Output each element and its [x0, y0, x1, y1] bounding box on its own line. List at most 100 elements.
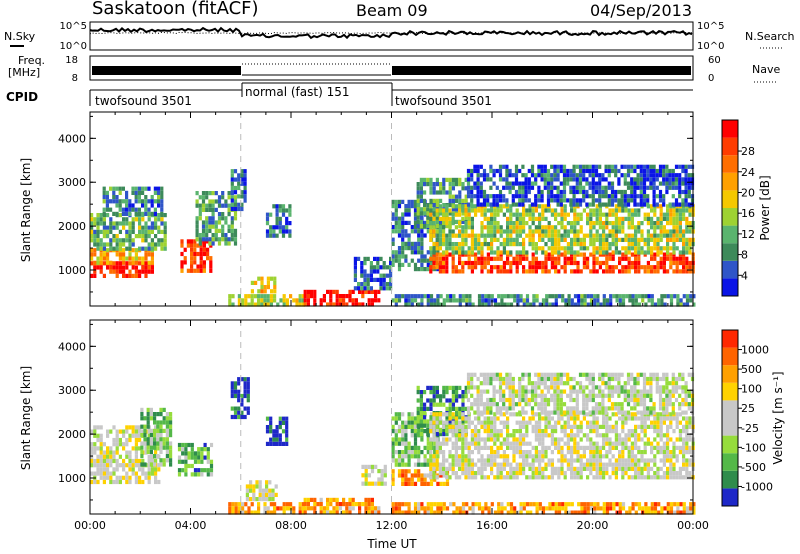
heatmap-cell [379, 256, 383, 261]
heatmap-cell [367, 302, 371, 307]
heatmap-cell [643, 265, 647, 270]
heatmap-cell [438, 208, 442, 213]
heatmap-cell [470, 173, 474, 178]
heatmap-cell [618, 229, 622, 234]
heatmap-cell [570, 256, 574, 261]
heatmap-cell [363, 282, 367, 287]
heatmap-cell [404, 233, 408, 238]
heatmap-cell [592, 212, 596, 217]
heatmap-cell [636, 173, 640, 178]
heatmap-cell [678, 420, 682, 425]
heatmap-cell [438, 416, 442, 421]
heatmap-cell [547, 221, 551, 226]
heatmap-cell [246, 377, 250, 382]
heatmap-cell [141, 246, 145, 251]
heatmap-cell [477, 433, 481, 438]
heatmap-cell [211, 199, 215, 204]
heatmap-cell [486, 372, 490, 377]
heatmap-cell [621, 462, 625, 467]
heatmap-cell [272, 433, 276, 438]
heatmap-cell [141, 429, 145, 434]
heatmap-cell [652, 189, 656, 195]
heatmap-cell [169, 412, 173, 417]
heatmap-cell [306, 302, 310, 307]
heatmap-cell [420, 241, 424, 246]
heatmap-cell [201, 237, 206, 242]
heatmap-cell [547, 458, 551, 463]
heatmap-cell [562, 198, 567, 203]
heatmap-cell [675, 412, 679, 417]
heatmap-cell [464, 260, 468, 266]
heatmap-cell [502, 466, 506, 471]
heatmap-cell [579, 424, 583, 429]
heatmap-cell [282, 502, 286, 507]
heatmap-cell [389, 286, 393, 291]
heatmap-cell [397, 229, 402, 234]
heatmap-cell [498, 168, 503, 174]
heatmap-cell [653, 454, 657, 459]
heatmap-cell [553, 185, 557, 190]
heatmap-cell [240, 169, 244, 174]
heatmap-cell [550, 194, 554, 199]
heatmap-cell [102, 221, 106, 226]
heatmap-cell [426, 473, 430, 478]
heatmap-cell [493, 458, 497, 463]
heatmap-cell [125, 475, 129, 480]
heatmap-cell [589, 212, 593, 217]
heatmap-cell [345, 510, 349, 515]
heatmap-cell [521, 198, 525, 203]
heatmap-cell [610, 168, 615, 174]
heatmap-cell [563, 212, 567, 217]
heatmap-cell [410, 204, 414, 209]
heatmap-cell [515, 450, 519, 455]
heatmap-cell [332, 510, 336, 515]
heatmap-cell [439, 402, 443, 407]
heatmap-cell [329, 497, 333, 502]
heatmap-cell [438, 429, 442, 434]
heatmap-cell [639, 198, 643, 203]
heatmap-cell [541, 229, 545, 234]
heatmap-cell [538, 216, 542, 221]
heatmap-cell [512, 466, 516, 471]
heatmap-cell [438, 269, 442, 274]
heatmap-cell [649, 177, 653, 182]
heatmap-cell [169, 424, 173, 429]
heatmap-cell [376, 256, 380, 261]
heatmap-cell [659, 412, 663, 417]
heatmap-cell [278, 416, 282, 421]
heatmap-cell [595, 433, 599, 438]
heatmap-cell [404, 473, 408, 478]
heatmap-cell [666, 233, 670, 238]
heatmap-cell [162, 437, 166, 442]
heatmap-cell [480, 445, 484, 450]
heatmap-cell [141, 256, 145, 261]
heatmap-cell [416, 207, 420, 212]
heatmap-cell [429, 415, 433, 420]
heatmap-cell [598, 212, 602, 217]
heatmap-cell [157, 203, 161, 208]
heatmap-cell [652, 185, 656, 190]
heatmap-cell [605, 429, 609, 434]
heatmap-cell [448, 182, 452, 187]
heatmap-cell [410, 481, 414, 486]
heatmap-cell [366, 277, 370, 282]
heatmap-cell [141, 199, 145, 204]
heatmap-cell [464, 394, 468, 399]
heatmap-cell [637, 445, 641, 450]
heatmap-cell [401, 225, 405, 230]
heatmap-cell [162, 428, 166, 433]
heatmap-cell [439, 182, 443, 187]
heatmap-cell [611, 208, 615, 213]
heatmap-cell [429, 208, 433, 213]
heatmap-cell [646, 441, 650, 446]
heatmap-cell [502, 393, 506, 398]
heatmap-cell [426, 437, 430, 442]
heatmap-cell [292, 510, 296, 515]
heatmap-cell [480, 242, 484, 247]
heatmap-cell [610, 202, 615, 207]
heatmap-cell [655, 177, 659, 182]
heatmap-cell [586, 420, 590, 425]
heatmap-cell [591, 168, 595, 174]
heatmap-cell [659, 420, 663, 425]
heatmap-cell [227, 224, 231, 229]
